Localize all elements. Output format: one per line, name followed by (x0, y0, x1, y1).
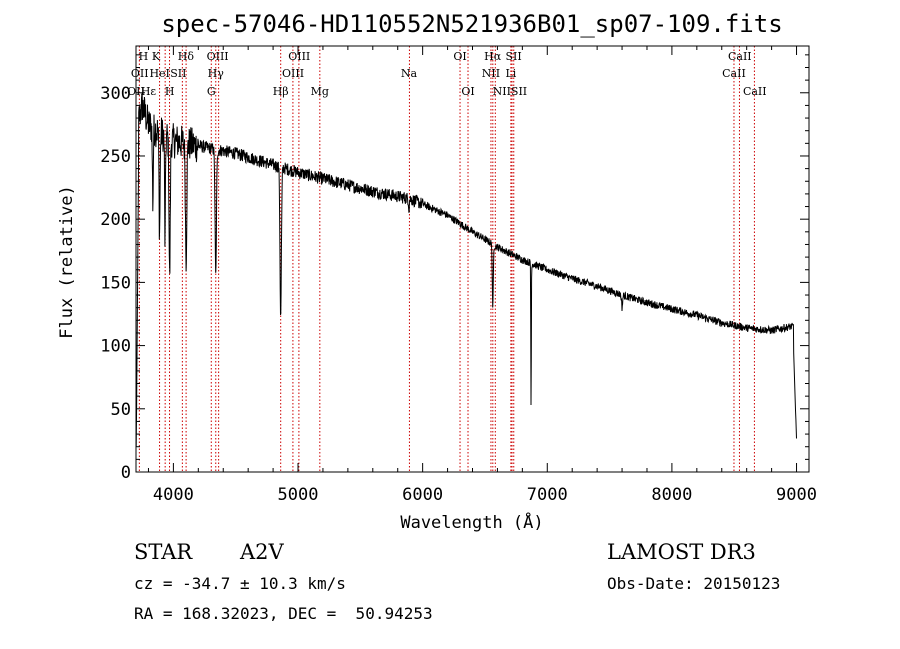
line-label: SII (506, 50, 522, 63)
line-label: Hβ (273, 85, 289, 98)
line-label: K (152, 50, 161, 63)
line-label: Hγ (208, 67, 225, 80)
x-tick-label: 4000 (153, 485, 194, 505)
plot-frame (135, 45, 810, 473)
line-label: CaII (728, 50, 752, 63)
line-label: Hδ (178, 50, 195, 63)
line-label: Hε (141, 85, 157, 98)
x-tick-label: 6000 (402, 485, 443, 505)
obs-date: Obs-Date: 20150123 (607, 574, 781, 593)
x-tick-label: 9000 (776, 485, 817, 505)
object-type: STAR (134, 540, 193, 564)
line-label: G (207, 85, 216, 98)
line-label: SII (170, 67, 186, 80)
y-tick-label: 0 (121, 463, 131, 483)
y-tick-label: 150 (100, 273, 131, 293)
x-tick-label: 5000 (278, 485, 319, 505)
y-tick-label: 200 (100, 210, 131, 230)
x-tick-label: 7000 (527, 485, 568, 505)
x-axis: 4000 5000 6000 7000 8000 9000 (147, 46, 817, 505)
line-label: Li (505, 67, 516, 80)
redshift-readout: cz = -34.7 ± 10.3 km/s (134, 574, 346, 593)
line-label: CaII (722, 67, 746, 80)
spectrum-series-line (135, 92, 797, 447)
line-label: OIII (207, 50, 229, 63)
line-label: Mg (311, 85, 329, 98)
line-label: H (165, 85, 175, 98)
line-label: CaII (743, 85, 767, 98)
line-label: OII (131, 67, 149, 80)
line-label: OI (461, 85, 474, 98)
y-axis: 0 50 100 150 200 250 300 (100, 54, 809, 483)
y-tick-label: 300 (100, 84, 131, 104)
x-tick-label: 8000 (651, 485, 692, 505)
line-label: HeI (149, 67, 169, 80)
line-label: Hα (484, 50, 502, 63)
y-tick-label: 100 (100, 337, 131, 357)
line-label: OI (453, 50, 466, 63)
line-label: Na (401, 67, 418, 80)
spectral-class: A2V (240, 540, 284, 564)
y-tick-label: 50 (111, 400, 131, 420)
coordinates: RA = 168.32023, DEC = 50.94253 (134, 604, 433, 623)
line-label: OIII (288, 50, 310, 63)
line-label: NIISII (493, 85, 528, 98)
spectral-line-markers (138, 46, 755, 472)
chart-title: spec-57046-HD110552N521936B01_sp07-109.f… (161, 10, 782, 38)
line-label: OIII (282, 67, 304, 80)
line-label: H (139, 50, 149, 63)
line-label: NII (482, 67, 500, 80)
y-tick-label: 250 (100, 147, 131, 167)
y-axis-label: Flux (relative) (57, 185, 77, 339)
x-axis-label: Wavelength (Å) (400, 511, 543, 533)
survey-name: LAMOST DR3 (607, 540, 756, 564)
